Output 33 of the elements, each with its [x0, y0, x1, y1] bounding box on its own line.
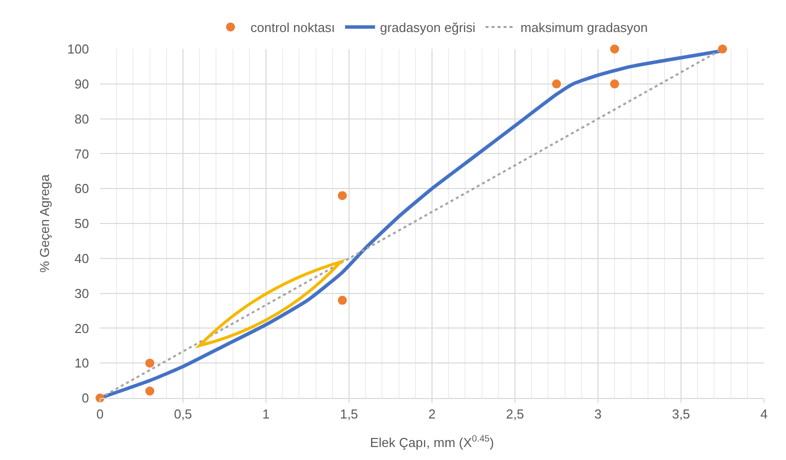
point	[338, 191, 347, 200]
x-tick-label: 1	[262, 406, 270, 422]
y-tick-label: 10	[74, 356, 89, 371]
y-tick-label: 70	[74, 146, 89, 162]
legend-label: maksimum gradasyon	[520, 20, 648, 36]
legend-label: gradasyon eğrisi	[380, 20, 476, 36]
x-tick-label: 4	[760, 406, 768, 422]
y-tick-label: 0	[82, 390, 89, 406]
point	[552, 79, 561, 88]
x-tick-label: 0	[96, 406, 104, 422]
y-tick-label: 20	[74, 320, 89, 336]
point	[718, 44, 727, 54]
y-tick-label: 30	[74, 286, 89, 301]
x-tick-label: 0,5	[174, 406, 192, 422]
y-axis-title: % Geçen Agrega	[37, 174, 52, 273]
x-tick-label: 2,5	[506, 406, 524, 422]
y-tick-label: 50	[74, 216, 89, 232]
y-tick-label: 80	[74, 111, 89, 126]
point	[338, 296, 347, 305]
x-tick-label: 2	[428, 406, 436, 422]
point	[610, 79, 620, 88]
y-tick-label: 40	[74, 250, 89, 266]
x-tick-label: 3,5	[672, 406, 690, 422]
point	[145, 386, 154, 396]
y-tick-label: 60	[74, 181, 89, 196]
legend-label: control noktası	[250, 20, 336, 36]
point	[610, 44, 620, 54]
x-axis-title: Elek Çapı, mm (X$^{0.45}$)	[370, 434, 494, 450]
x-tick-label: 1,5	[340, 406, 358, 422]
y-tick-label: 100	[67, 42, 89, 57]
y-tick-label: 90	[74, 76, 89, 92]
point	[145, 358, 154, 368]
x-tick-label: 3	[594, 406, 602, 422]
